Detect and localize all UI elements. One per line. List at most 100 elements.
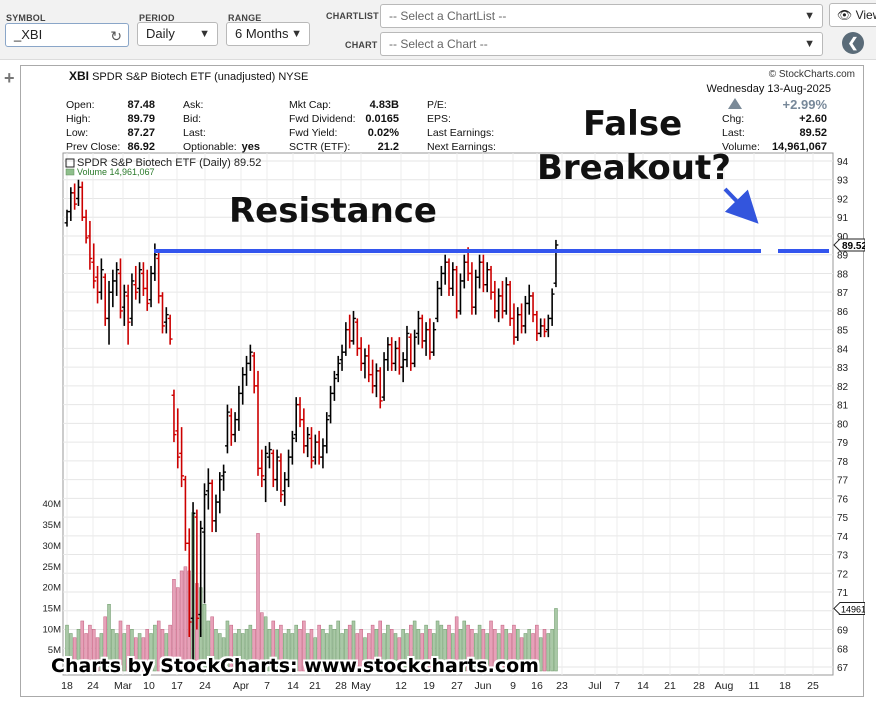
low-value: 87.27	[127, 127, 155, 139]
last-volume-label: 14961067	[841, 604, 865, 614]
volume-bar	[302, 620, 306, 672]
volume-bar	[237, 629, 241, 672]
symbol-value: _XBI	[14, 27, 43, 42]
volume-bar	[321, 629, 325, 672]
volume-bar	[149, 633, 153, 672]
volume-bar	[107, 604, 111, 672]
x-tick-label: 19	[423, 680, 435, 692]
symbol-input[interactable]: _XBI ↻	[5, 23, 129, 47]
x-tick-label: 14	[637, 680, 649, 692]
pe-label: P/E:	[427, 99, 447, 111]
high-label: High:	[66, 113, 91, 125]
volume-bar	[325, 633, 329, 672]
volume-bar	[454, 616, 459, 672]
volume-bar	[535, 624, 539, 672]
eps-label: EPS:	[427, 113, 451, 125]
last2-value: 89.52	[799, 127, 827, 139]
mktcap-label: Mkt Cap:	[289, 99, 332, 111]
price-tick-label: 85	[837, 326, 849, 337]
view-label: View	[855, 8, 876, 22]
volume-label: Volume:	[722, 141, 760, 153]
back-arrow-icon[interactable]: ❮	[842, 32, 864, 54]
volume-bar	[466, 624, 470, 672]
volume-bar	[244, 629, 249, 672]
price-tick-label: 67	[837, 663, 849, 674]
view-button[interactable]: 👁 View	[829, 3, 876, 27]
false-breakout-annotation-1: False	[583, 104, 683, 144]
volume-bar	[137, 633, 142, 672]
volume-bar	[477, 624, 482, 672]
volume-bar	[275, 629, 279, 672]
x-tick-label: 11	[749, 680, 760, 692]
volume-bar	[527, 629, 531, 672]
last2-label: Last:	[722, 127, 745, 139]
chartlist-select[interactable]: -- Select a ChartList -- ▼	[380, 4, 823, 28]
volume-tick-label: 15M	[43, 603, 62, 614]
volume-bar	[176, 587, 180, 672]
x-tick-label: 9	[510, 680, 516, 692]
x-tick-label: 17	[171, 680, 183, 692]
x-tick-label: 14	[287, 680, 299, 692]
volume-bar	[263, 616, 268, 672]
volume-bar	[378, 620, 382, 672]
legend-volume-swatch	[65, 168, 75, 176]
volume-bar	[313, 637, 318, 672]
volume-bar	[240, 633, 245, 672]
refresh-icon[interactable]: ↻	[110, 28, 122, 44]
volume-bar	[508, 633, 512, 672]
volume-bar	[374, 629, 379, 672]
volume-bar	[443, 629, 447, 672]
volume-bar	[458, 629, 463, 672]
price-tick-label: 82	[837, 382, 849, 393]
volume-value: 14,961,067	[771, 141, 827, 153]
volume-bar	[382, 633, 386, 672]
resistance-annotation: Resistance	[229, 191, 437, 231]
volume-bar	[229, 624, 234, 672]
volume-bar	[420, 633, 425, 672]
volume-bar	[99, 633, 104, 672]
volume-bar	[141, 637, 146, 672]
volume-bar	[516, 629, 520, 672]
copyright: © StockCharts.com	[768, 69, 855, 80]
chart-exchange: NYSE	[278, 71, 309, 83]
chart-select[interactable]: -- Select a Chart -- ▼	[380, 32, 823, 56]
chart-title: XBI SPDR S&P Biotech ETF (unadjusted) NY…	[69, 69, 308, 83]
volume-bar	[550, 629, 554, 672]
price-chart: 6768697071727374757677787980818283848586…	[43, 152, 865, 692]
volume-bar	[451, 633, 455, 672]
legend-volume: Volume 14,961,067	[77, 167, 155, 177]
volume-bar	[65, 624, 69, 672]
mktcap-value: 4.83B	[369, 99, 399, 111]
up-arrow-icon	[728, 98, 742, 109]
volume-bar	[531, 633, 535, 672]
volume-bar	[317, 624, 321, 672]
x-tick-label: 12	[395, 680, 407, 692]
plus-icon[interactable]: +	[4, 68, 15, 88]
x-tick-label: 21	[309, 680, 321, 692]
x-tick-label: Mar	[114, 680, 133, 692]
volume-bar	[111, 629, 115, 672]
volume-bar	[439, 624, 444, 672]
volume-bar	[309, 629, 314, 672]
volume-bar	[179, 570, 184, 672]
volume-bar	[500, 624, 505, 672]
volume-bar	[80, 620, 85, 672]
period-select[interactable]: Daily ▼	[137, 22, 218, 46]
volume-bar	[225, 620, 230, 672]
volume-bar	[416, 629, 421, 672]
price-tick-label: 79	[837, 438, 849, 449]
price-tick-label: 77	[837, 476, 849, 487]
volume-bar	[401, 629, 405, 672]
chartlist-label: CHARTLIST	[326, 11, 379, 21]
volume-bar	[156, 620, 161, 672]
volume-tick-label: 10M	[43, 624, 62, 635]
volume-bar	[126, 624, 130, 672]
volume-bar	[172, 579, 176, 672]
range-select[interactable]: 6 Months ▼	[226, 22, 310, 46]
volume-bar	[130, 629, 134, 672]
chg-value: +2.60	[799, 113, 827, 125]
price-tick-label: 94	[837, 157, 849, 168]
volume-bar	[485, 633, 489, 672]
price-tick-label: 78	[837, 457, 849, 468]
x-tick-label: 7	[614, 680, 620, 692]
